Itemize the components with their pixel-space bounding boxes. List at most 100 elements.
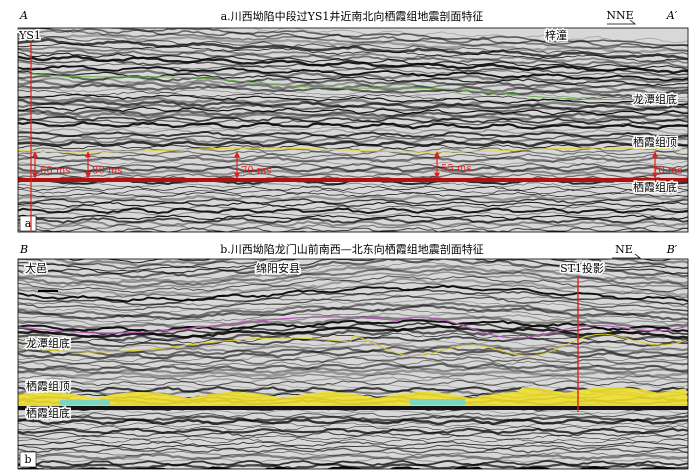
seismic-trace [18,234,688,239]
seismic-trace [18,155,688,164]
seismic-trace [18,134,688,141]
seismic-trace [59,259,681,264]
seismic-trace [18,431,688,438]
seismic-trace [18,418,688,426]
horizon-fill [60,400,110,405]
seismic-trace [18,168,688,176]
seismic-trace [18,125,688,132]
panel-label: b [24,453,31,466]
seismic-trace [18,51,688,71]
seismic-trace [18,412,688,419]
seismic-trace [18,383,688,390]
seismic-trace [18,309,688,324]
seismic-texture [18,259,688,475]
seismic-trace [18,261,688,281]
seismic-trace [18,96,688,109]
horizon-fill [18,387,688,407]
seismic-trace [18,421,688,428]
seismic-trace [18,379,688,387]
seismic-trace [18,275,688,294]
seismic-trace [18,288,688,306]
horizon-fill [410,399,465,405]
seismic-trace [18,339,688,351]
horizon-line [18,333,687,357]
seismic-trace [18,264,688,285]
seismic-trace [18,362,688,373]
seismic-trace [18,128,688,135]
thickness-label: 55 ms [441,164,472,175]
seismic-trace [18,194,688,202]
seismic-trace [18,359,688,369]
seismic-trace [164,28,688,44]
seismic-trace [18,153,688,160]
seismic-trace [18,434,688,441]
panel-label-box [19,215,37,232]
seismic-trace [18,160,688,166]
seismic-trace [18,284,688,303]
location-label: 大邑 [25,261,47,275]
profile-end: A [19,9,28,22]
seismic-trace [18,277,688,297]
seismic-trace [18,38,688,61]
seismic-trace [18,369,688,379]
seismic-trace [18,188,688,195]
horizon-band [18,406,688,410]
seismic-trace [18,83,688,98]
seismic-trace [18,172,688,179]
seismic-trace [18,470,688,475]
direction-label: NE [615,243,633,256]
seismic-trace [18,322,688,336]
horizon-label: 栖霞组底 [633,180,677,194]
seismic-trace [18,214,688,221]
seismic-trace [18,207,688,215]
seismic-trace [18,237,688,242]
panel-label-box [19,451,37,468]
seismic-trace [18,335,688,348]
seismic-trace [18,55,688,75]
horizon-label: 栖霞组顶 [26,379,70,393]
panel-title: a.川西坳陷中段过YS1井近南北向栖霞组地震剖面特征 [221,9,484,23]
panel-frame [17,258,689,470]
seismic-trace [18,144,688,150]
thickness-label: 70 ms [652,166,683,177]
seismic-trace [18,46,688,65]
horizon-label: 栖霞组顶 [633,135,677,149]
panel-frame [17,27,689,233]
seismic-trace [18,33,688,54]
seismic-trace [18,409,688,415]
seismic-trace [18,118,688,128]
seismic-trace [18,198,688,205]
seismic-trace [18,201,688,208]
direction-label: NNE [606,9,633,22]
seismic-trace [18,459,688,467]
seismic-trace [18,291,688,309]
seismic-trace [18,227,688,232]
seismic-trace [18,444,688,451]
seismic-trace [18,80,688,96]
profile-end: A′ [666,9,678,22]
seismic-trace [18,271,688,291]
seismic-trace [18,386,688,393]
direction-arrow [607,19,637,25]
profile-end: B′ [666,243,678,256]
seismic-trace [18,223,688,230]
seismic-trace [18,217,688,224]
seismic-trace [18,42,688,62]
seismic-trace [18,98,688,112]
well-label: YS1 [18,29,41,42]
horizon-line [18,72,687,101]
seismic-trace [18,268,688,288]
seismic-trace [18,259,688,268]
seismic-trace [18,94,688,106]
seismic-trace [18,349,688,360]
horizon-label: 栖霞组底 [26,406,70,420]
panel-title: b.川西坳陷龙门山前南西—北东向栖霞组地震剖面特征 [220,242,484,256]
seismic-trace [18,220,688,228]
seismic-trace [18,192,688,198]
seismic-trace [18,259,688,270]
seismic-trace [18,356,688,366]
seismic-trace [18,365,688,375]
seismic-trace [18,259,688,279]
seismic-trace [18,299,688,315]
